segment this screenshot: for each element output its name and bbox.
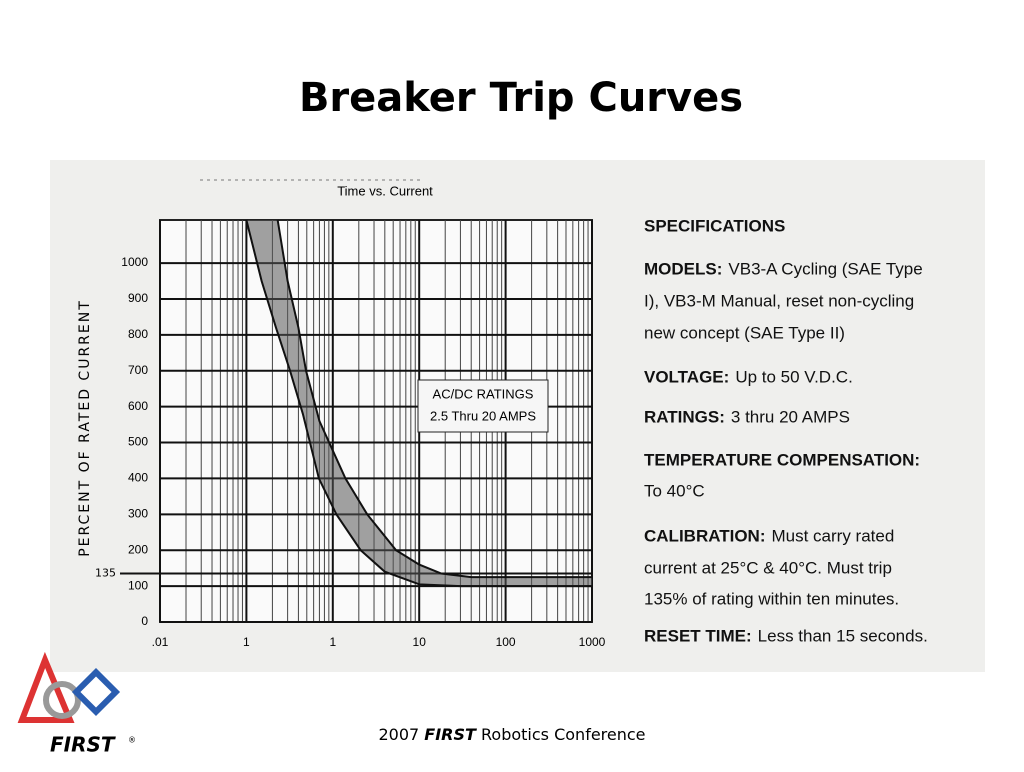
band-edge xyxy=(245,219,592,588)
spec-text: Less than 15 seconds. xyxy=(758,626,928,645)
band-fill xyxy=(246,220,592,587)
spec-text: Up to 50 V.D.C. xyxy=(735,367,853,386)
marker-label: 135 xyxy=(95,567,116,580)
annotation: 2.5 Thru 20 AMPS xyxy=(430,408,536,423)
spec-label: RESET TIME: xyxy=(644,626,752,645)
x-tick-label: 1 xyxy=(243,635,250,649)
spec-label: RATINGS: xyxy=(644,407,725,426)
x-tick-label: 1 xyxy=(329,635,336,649)
spec-label: MODELS: xyxy=(644,259,722,278)
spec-label: VOLTAGE: xyxy=(644,367,729,386)
y-tick-label: 500 xyxy=(128,435,148,449)
chart-title: Time vs. Current xyxy=(337,183,433,198)
y-tick-label: 100 xyxy=(128,578,148,592)
spec-text: 3 thru 20 AMPS xyxy=(731,407,850,426)
spec-text: current at 25°C & 40°C. Must trip xyxy=(644,558,892,577)
y-axis-label: PERCENT OF RATED CURRENT xyxy=(77,299,93,557)
footer: 2007 FIRST Robotics Conference xyxy=(378,725,645,744)
x-tick-label: 1000 xyxy=(579,635,606,649)
y-tick-label: 900 xyxy=(128,291,148,305)
x-tick-label: 10 xyxy=(413,635,427,649)
chart: .01 1 1 10 100 1000 0 100 200 300 400 500 600 700 800 9… xyxy=(77,183,606,649)
specifications: SPECIFICATIONS MODELS: VB3-A Cycling (SAE … xyxy=(644,216,928,645)
slide-title: Breaker Trip Curves xyxy=(299,75,743,121)
y-tick-label: 600 xyxy=(128,399,148,413)
y-tick-label: 1000 xyxy=(121,255,148,269)
footer-year: 2007 xyxy=(378,725,419,744)
annotation-box xyxy=(417,379,549,433)
logo: FIRST ® xyxy=(17,651,136,757)
spec-text: VB3-A Cycling (SAE Type xyxy=(728,259,922,278)
logo-text: FIRST xyxy=(50,733,116,757)
x-tick-label: .01 xyxy=(152,635,169,649)
spec-text: Must carry rated xyxy=(772,526,895,545)
y-tick-label: 800 xyxy=(128,327,148,341)
spec-text: 135% of rating within ten minutes. xyxy=(644,589,899,608)
spec-text: new concept (SAE Type II) xyxy=(644,323,845,342)
spec-heading: SPECIFICATIONS xyxy=(644,216,785,235)
y-tick-label: 300 xyxy=(128,506,148,520)
footer-rest: Robotics Conference xyxy=(481,725,646,744)
y-tick-label: 0 xyxy=(141,614,148,628)
spec-text: I), VB3-M Manual, reset non-cycling xyxy=(644,291,914,310)
logo-square xyxy=(71,667,121,717)
band-edge xyxy=(276,219,592,579)
y-tick-label: 200 xyxy=(128,542,148,556)
x-tick-label: 100 xyxy=(496,635,516,649)
logo-mark: ® xyxy=(128,736,136,745)
logo-triangle xyxy=(17,651,75,723)
y-tick-label: 700 xyxy=(128,363,148,377)
logo-circle xyxy=(43,681,81,719)
footer-first: FIRST xyxy=(424,725,477,744)
spec-label: CALIBRATION: xyxy=(644,526,766,545)
spec-label: TEMPERATURE COMPENSATION: xyxy=(644,450,920,469)
y-tick-label: 400 xyxy=(128,471,148,485)
annotation: AC/DC RATINGS xyxy=(433,386,534,401)
spec-text: To 40°C xyxy=(644,481,705,500)
